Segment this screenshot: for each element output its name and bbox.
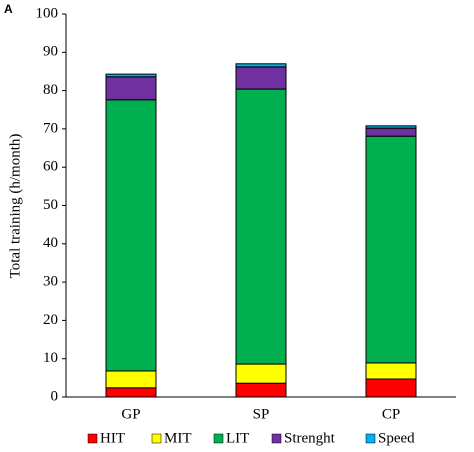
legend-swatch bbox=[271, 433, 282, 444]
y-tick-label: 0 bbox=[51, 388, 59, 404]
y-axis-label: Total training (h/month) bbox=[7, 134, 23, 279]
y-tick-label: 100 bbox=[36, 5, 59, 21]
bar-segment bbox=[365, 135, 417, 364]
y-tick-label: 20 bbox=[43, 312, 58, 328]
chart-title: A bbox=[4, 2, 13, 16]
bar-segment bbox=[235, 66, 287, 90]
x-tick-label: GP bbox=[121, 406, 140, 422]
bar-segment bbox=[365, 362, 417, 380]
legend-label: HIT bbox=[100, 430, 125, 446]
legend-swatch bbox=[365, 433, 376, 444]
bar-segment bbox=[235, 88, 287, 365]
legend-swatch bbox=[213, 433, 224, 444]
bar-segment bbox=[235, 363, 287, 384]
x-tick-label: CP bbox=[382, 406, 400, 422]
bar-segment bbox=[365, 125, 417, 129]
y-tick-label: 60 bbox=[43, 159, 58, 175]
bar-segment bbox=[365, 127, 417, 137]
y-tick-label: 50 bbox=[43, 197, 58, 213]
legend-label: LIT bbox=[226, 430, 249, 446]
bar-segment bbox=[105, 73, 157, 78]
y-tick-label: 40 bbox=[43, 235, 58, 251]
legend-swatch bbox=[87, 433, 98, 444]
bar-segment bbox=[365, 378, 417, 398]
bar-segment bbox=[235, 382, 287, 398]
bar-segment bbox=[105, 387, 157, 398]
legend-label: Strenght bbox=[284, 430, 336, 446]
bar-segment bbox=[105, 76, 157, 101]
y-tick-label: 70 bbox=[43, 120, 58, 136]
bar-segment bbox=[105, 370, 157, 389]
y-tick-label: 90 bbox=[43, 44, 58, 60]
x-tick-label: SP bbox=[253, 406, 270, 422]
legend-label: MIT bbox=[164, 430, 192, 446]
y-tick-label: 80 bbox=[43, 82, 58, 98]
bar-segment bbox=[235, 63, 287, 68]
legend-label: Speed bbox=[378, 430, 415, 446]
y-tick-label: 10 bbox=[43, 350, 58, 366]
legend-swatch bbox=[151, 433, 162, 444]
y-tick-label: 30 bbox=[43, 274, 58, 290]
bar-segment bbox=[105, 99, 157, 372]
